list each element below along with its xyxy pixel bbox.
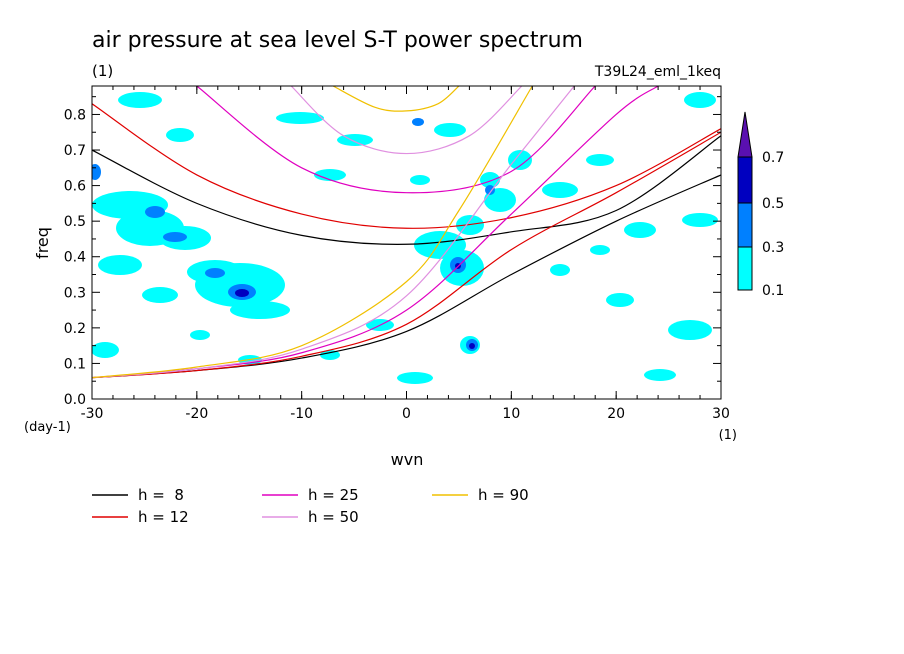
curve-kelvin-3	[92, 86, 575, 379]
curve-igw-4	[332, 86, 460, 112]
colorbar-label: 0.5	[762, 196, 784, 212]
colorbar-extend	[737, 111, 753, 158]
curve-kelvin-1	[92, 131, 721, 379]
x-tick-label: 0	[402, 406, 411, 422]
colorbar-bin	[737, 246, 753, 291]
curve-igw-1	[92, 103, 721, 229]
legend-label: h = 90	[478, 486, 529, 504]
y-tick-label: 0.6	[64, 179, 86, 195]
x-tick-label: 30	[712, 406, 730, 422]
x-tick-label: 10	[502, 406, 520, 422]
curve-kelvin-4	[92, 86, 533, 379]
colorbar-label: 0.1	[762, 283, 784, 299]
y-tick-label: 0.3	[64, 285, 86, 301]
dispersion-curves	[92, 86, 721, 379]
colorbar: 0.1 0.3 0.5 0.7	[737, 111, 784, 299]
x-tick-label: -10	[290, 406, 313, 422]
chart-title: air pressure at sea level S-T power spec…	[92, 28, 583, 53]
y-tick-label: 0.0	[64, 392, 86, 408]
curve-igw-3	[290, 86, 523, 155]
x-axis-label: wvn	[391, 450, 424, 469]
y-axis-label: freq	[33, 227, 52, 259]
x-tick-label: 20	[607, 406, 625, 422]
x-tick-label: -30	[81, 406, 104, 422]
legend-label: h = 25	[308, 486, 359, 504]
colorbar-label: 0.7	[762, 150, 784, 166]
legend-label: h = 50	[308, 508, 359, 526]
curve-igw-0	[92, 135, 721, 245]
y-tick-label: 0.2	[64, 321, 86, 337]
y-tick-label: 0.4	[64, 250, 86, 266]
power-contours	[92, 92, 718, 384]
x-tick-label: -20	[185, 406, 208, 422]
y-tick-label: 0.5	[64, 214, 86, 230]
legend: h = 8 h = 12 h = 25 h = 50 h = 90	[92, 486, 529, 526]
colorbar-bin	[737, 156, 753, 204]
y-tick-label: 0.1	[64, 356, 86, 372]
axes: -30 -20 -10 0 10 20 30 0.0 0.1 0.2 0.3 0.4 0.5 0.6 0.7…	[64, 86, 730, 422]
colorbar-bin	[737, 202, 753, 248]
chart-subtitle-unit: (1)	[92, 62, 113, 80]
y-axis-unit: (day-1)	[24, 420, 71, 435]
legend-label: h = 12	[138, 508, 189, 526]
colorbar-label: 0.3	[762, 240, 784, 256]
curve-igw-2	[196, 86, 596, 194]
legend-label: h = 8	[138, 486, 184, 504]
x-axis-unit: (1)	[719, 428, 737, 443]
y-tick-label: 0.8	[64, 107, 86, 123]
y-tick-label: 0.7	[64, 143, 86, 159]
experiment-label: T39L24_eml_1keq	[594, 64, 721, 80]
